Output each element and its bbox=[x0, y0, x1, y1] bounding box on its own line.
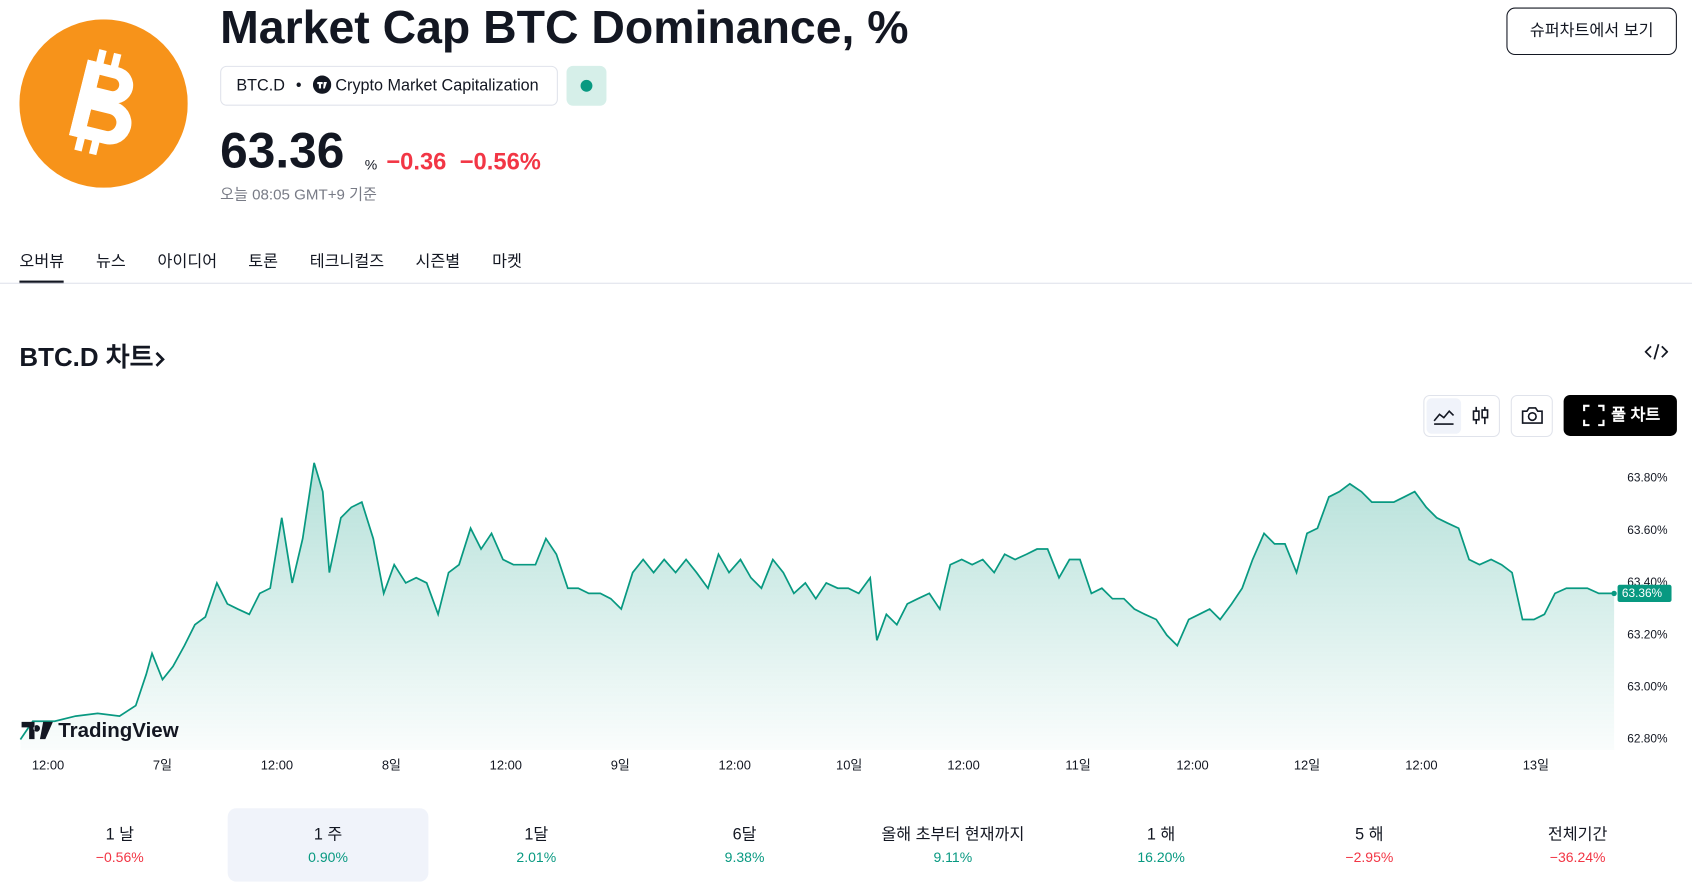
period-label: 1달 bbox=[524, 825, 549, 844]
y-tick-label: 62.80% bbox=[1627, 732, 1668, 746]
x-tick-label: 13일 bbox=[1523, 758, 1549, 773]
x-tick-label: 9일 bbox=[611, 758, 630, 773]
period[interactable]: 1 주 0.90% bbox=[228, 808, 429, 881]
price: 63.36 bbox=[220, 121, 345, 179]
divider bbox=[0, 282, 1692, 284]
x-tick-label: 10일 bbox=[836, 758, 862, 773]
x-tick-label: 12:00 bbox=[1176, 758, 1208, 773]
period-change: 9.11% bbox=[933, 849, 973, 866]
period[interactable]: 전체기간 −36.24% bbox=[1477, 808, 1678, 881]
watermark-logo bbox=[21, 721, 53, 740]
period-label: 전체기간 bbox=[1547, 825, 1608, 844]
period[interactable]: 1달 2.01% bbox=[436, 808, 637, 881]
full-chart-button[interactable]: 풀 차트 bbox=[1563, 394, 1677, 436]
y-tick-label: 63.80% bbox=[1627, 471, 1668, 485]
price-change: −0.36 bbox=[386, 147, 447, 175]
period-change: 0.90% bbox=[308, 849, 348, 866]
area bbox=[20, 462, 1615, 750]
period-label: 1 주 bbox=[313, 825, 343, 844]
period-label: 올해 초부터 현재까지 bbox=[881, 825, 1025, 844]
tab[interactable]: 뉴스 bbox=[96, 252, 126, 271]
tab-underline bbox=[19, 280, 64, 284]
exchange: Crypto Market Capitalization bbox=[335, 76, 539, 95]
price-change-pct: −0.56% bbox=[459, 147, 541, 175]
timestamp: 오늘 08:05 GMT+9 기준 bbox=[220, 185, 377, 203]
period-label: 1 날 bbox=[105, 825, 134, 844]
period-label: 1 해 bbox=[1146, 825, 1176, 844]
y-tick-label: 63.20% bbox=[1627, 627, 1668, 641]
period[interactable]: 1 날 −0.56% bbox=[19, 808, 220, 881]
tab[interactable]: 오버뷰 bbox=[19, 252, 65, 271]
x-tick-label: 12:00 bbox=[490, 758, 522, 773]
period-label: 6달 bbox=[732, 825, 757, 844]
x-tick-label: 12:00 bbox=[261, 758, 293, 773]
tab[interactable]: 토론 bbox=[248, 252, 278, 271]
full-chart-label: 풀 차트 bbox=[1611, 405, 1661, 425]
line bbox=[19, 462, 1615, 740]
chart-type-group bbox=[1423, 394, 1500, 438]
period[interactable]: 6달 9.38% bbox=[644, 808, 845, 881]
y-tick-label: 63.60% bbox=[1627, 523, 1668, 537]
status-box bbox=[566, 65, 607, 106]
period[interactable]: 올해 초부터 현재까지 9.11% bbox=[852, 808, 1053, 881]
x-tick-label: 12일 bbox=[1294, 758, 1320, 773]
snapshot-button[interactable] bbox=[1510, 394, 1553, 438]
period-change: 9.38% bbox=[724, 849, 765, 866]
embed-icon[interactable] bbox=[1644, 341, 1669, 363]
tab[interactable]: 아이디어 bbox=[157, 252, 218, 271]
area-type-button[interactable] bbox=[1433, 406, 1455, 425]
tab[interactable]: 마켓 bbox=[492, 252, 522, 271]
last-point bbox=[1611, 590, 1617, 597]
x-tick-label: 12:00 bbox=[947, 758, 979, 773]
section-title[interactable]: BTC.D 차트 bbox=[19, 336, 168, 374]
supercharts-button[interactable]: 슈퍼차트에서 보기 bbox=[1506, 7, 1677, 56]
period-selected-bg bbox=[227, 808, 429, 882]
period-change: 16.20% bbox=[1137, 849, 1185, 866]
period-change: 2.01% bbox=[516, 849, 557, 866]
x-tick-label: 12:00 bbox=[1405, 758, 1437, 773]
tab[interactable]: 테크니컬즈 bbox=[309, 252, 385, 271]
y-tick-label: 63.00% bbox=[1627, 679, 1668, 693]
symbol-box[interactable]: BTC.D • Crypto Market Capitalization bbox=[220, 65, 558, 106]
period-change: −2.95% bbox=[1345, 849, 1394, 866]
title: Market Cap BTC Dominance, % bbox=[220, 2, 909, 54]
period[interactable]: 1 해 16.20% bbox=[1061, 808, 1262, 881]
x-tick-label: 11일 bbox=[1065, 758, 1090, 773]
symbol: BTC.D bbox=[236, 76, 285, 95]
btc-logo bbox=[19, 19, 188, 188]
price-unit: % bbox=[364, 156, 378, 173]
price-tag-label: 63.36% bbox=[1622, 586, 1663, 600]
period-change: −36.24% bbox=[1549, 849, 1606, 866]
price-tag bbox=[1617, 584, 1672, 603]
period-label: 5 해 bbox=[1355, 825, 1384, 844]
watermark: TradingView bbox=[58, 719, 178, 742]
x-tick-label: 8일 bbox=[382, 758, 401, 773]
exchange-icon bbox=[312, 75, 331, 94]
period[interactable]: 5 해 −2.95% bbox=[1269, 808, 1470, 881]
candle-type-button[interactable] bbox=[1470, 405, 1492, 427]
tab[interactable]: 시즌별 bbox=[415, 252, 461, 271]
x-tick-label: 12:00 bbox=[719, 758, 751, 773]
period-change: −0.56% bbox=[95, 849, 144, 866]
x-tick-label: 7일 bbox=[153, 758, 172, 773]
chevron bbox=[155, 351, 166, 367]
x-tick-label: 12:00 bbox=[32, 758, 64, 773]
section-title-text: BTC.D 차트 bbox=[19, 343, 154, 373]
